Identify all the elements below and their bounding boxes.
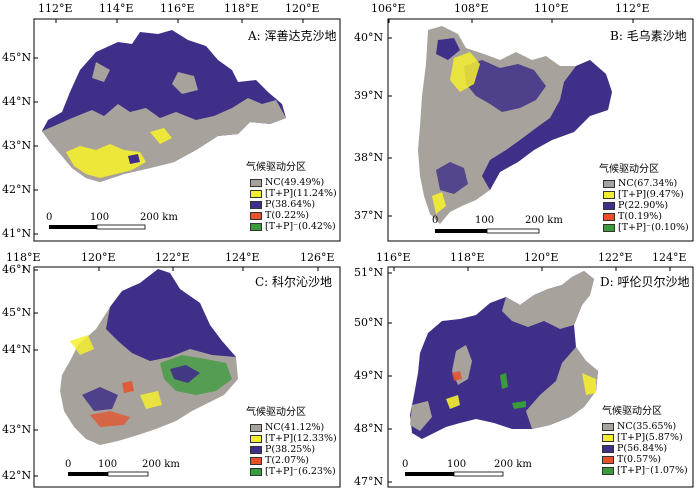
region-p (170, 365, 200, 383)
x-tick: 122°E (155, 251, 190, 264)
x-tick: 126°E (300, 251, 335, 264)
legend-title: 气候驱动分区 (246, 407, 306, 418)
region-tpm (500, 373, 508, 389)
region-tp (432, 192, 446, 214)
scale-label: 0 (402, 459, 409, 470)
y-tick: 37°N (354, 209, 384, 222)
x-tick: 112°E (38, 2, 73, 15)
region-tp (66, 144, 146, 178)
x-tick: 124°E (652, 251, 687, 264)
scale-label: 0 (46, 212, 53, 223)
panel-title: C: 科尔沁沙地 (255, 275, 333, 289)
region-t (122, 381, 134, 393)
panel-title: D: 呼伦贝尔沙地 (600, 275, 690, 289)
legend-title: 气候驱动分区 (602, 406, 662, 417)
y-tick: 42°N (2, 469, 32, 482)
y-tick: 46°N (2, 263, 32, 276)
legend-title: 气候驱动分区 (246, 162, 306, 173)
y-tick: 42°N (2, 183, 32, 196)
panel-d: 116°E 118°E 120°E 122°E 124°E 51°N 50°N … (350, 245, 700, 489)
region-tpm (512, 401, 526, 409)
panel-c: 118°E 120°E 122°E 124°E 126°E 46°N 45°N … (0, 245, 350, 489)
scale-bar (435, 228, 540, 234)
region-tp (450, 52, 480, 92)
legend-title: 气候驱动分区 (599, 164, 659, 175)
y-tick: 40°N (354, 31, 384, 44)
region-nc (526, 347, 598, 429)
region-p (436, 162, 468, 194)
region-t (452, 371, 462, 381)
region-p (436, 38, 460, 60)
scale-label: 200 km (494, 459, 532, 470)
x-tick: 120°E (81, 251, 116, 264)
panel-title: A: 浑善达克沙地 (248, 29, 337, 43)
y-tick: 45°N (2, 51, 32, 64)
y-tick: 47°N (354, 475, 384, 488)
x-tick: 106°E (371, 2, 406, 15)
region-tp (70, 335, 94, 355)
panel-title: B: 毛乌素沙地 (610, 29, 687, 43)
y-tick: 43°N (2, 423, 32, 436)
scale-label: 0 (65, 459, 72, 470)
scale-bar (405, 471, 504, 477)
panel-b: 106°E 108°E 110°E 112°E 40°N 39°N 38°N 3… (350, 0, 700, 245)
y-tick: 38°N (354, 151, 384, 164)
region-tp (582, 373, 596, 395)
y-tick: 45°N (2, 306, 32, 319)
scale-bar (49, 224, 146, 230)
region-p (464, 60, 546, 112)
x-tick: 124°E (225, 251, 260, 264)
scale-label: 200 km (142, 459, 180, 470)
x-tick: 116°E (160, 2, 195, 15)
scale-bar (68, 471, 149, 477)
region-tp (446, 395, 460, 409)
scale-label: 100 (98, 459, 118, 470)
y-tick: 48°N (354, 422, 384, 435)
region-nc (92, 62, 110, 82)
x-tick: 118°E (450, 251, 485, 264)
x-tick: 120°E (524, 251, 559, 264)
region-t (90, 411, 130, 427)
x-tick: 108°E (454, 2, 489, 15)
region-nc (502, 271, 594, 329)
panel-a: 112°E 114°E 116°E 118°E 120°E 45°N 44°N … (0, 0, 350, 245)
region-p (106, 269, 236, 361)
scale-label: 200 km (525, 215, 563, 226)
scale-label: 100 (90, 212, 110, 223)
y-tick: 44°N (2, 343, 32, 356)
scale-label: 100 (447, 459, 467, 470)
scale-label: 0 (432, 215, 439, 226)
region-tp (140, 391, 162, 409)
region-p (128, 154, 140, 164)
y-tick: 50°N (354, 316, 384, 329)
scale-label: 100 (475, 215, 495, 226)
y-tick: 44°N (2, 95, 32, 108)
y-tick: 41°N (2, 227, 32, 240)
y-tick: 43°N (2, 139, 32, 152)
region-nc (172, 72, 198, 94)
x-tick: 120°E (285, 2, 320, 15)
y-tick: 49°N (354, 369, 384, 382)
map-frame-d (387, 266, 694, 488)
region-p (82, 387, 118, 411)
map-frame-b (387, 18, 694, 242)
map-frame-c (23, 266, 341, 488)
region-nc (410, 401, 432, 431)
map-frame-a (33, 18, 341, 242)
y-tick: 51°N (354, 266, 384, 279)
region-tp (150, 128, 172, 144)
scale-label: 200 km (140, 212, 178, 223)
x-tick: 116°E (376, 251, 411, 264)
y-tick: 39°N (354, 89, 384, 102)
x-tick: 114°E (99, 2, 134, 15)
region-p (482, 60, 612, 190)
x-tick: 122°E (598, 251, 633, 264)
x-tick: 112°E (615, 2, 650, 15)
x-tick: 110°E (534, 2, 569, 15)
x-tick: 118°E (224, 2, 259, 15)
x-tick: 118°E (6, 251, 41, 264)
